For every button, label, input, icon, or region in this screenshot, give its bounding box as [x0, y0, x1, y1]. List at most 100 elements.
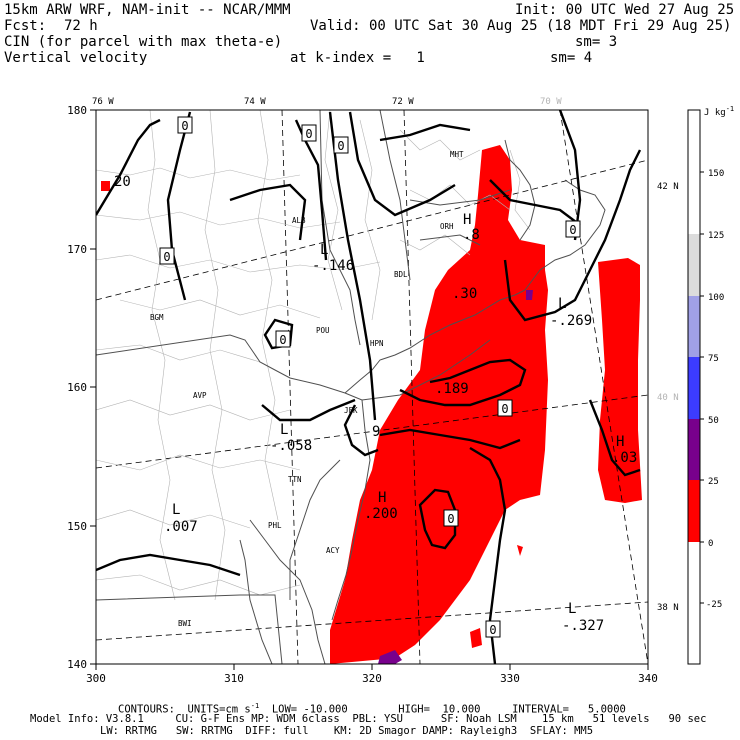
colorbar: J kg-1 150 125 100 75 50 25 0 -25: [687, 105, 734, 665]
station-bdl: BDL: [394, 270, 408, 279]
colorbar-segment: [688, 419, 700, 480]
station-mht: MHT: [450, 150, 464, 159]
y-tick-label: 180: [67, 104, 87, 117]
low-value: .007: [164, 519, 198, 535]
x-axis-labels: 300 310 320 330 340: [86, 672, 658, 685]
x-tick-label: 340: [638, 672, 658, 685]
colorbar-label: 100: [708, 293, 724, 303]
state-boundaries: [96, 110, 606, 664]
svg-text:0: 0: [569, 223, 576, 237]
contour-value: 20: [114, 174, 131, 190]
zero-label-box: 0: [485, 620, 501, 638]
svg-text:0: 0: [337, 139, 344, 153]
low-marker: L: [320, 242, 328, 258]
zero-label-box: 0: [301, 124, 317, 142]
forecast-label: Fcst:: [4, 18, 47, 34]
y-axis-labels: 180 170 160 150 140: [67, 104, 87, 671]
low-value: -.058: [270, 438, 312, 454]
station-hpn: HPN: [370, 339, 384, 348]
valid-time: Valid: 00 UTC Sat 30 Aug 25 (18 MDT Fri …: [310, 18, 732, 34]
colorbar-segment: [688, 172, 700, 234]
high-value: .03: [612, 450, 637, 466]
cin-shading-small-2: [517, 545, 523, 556]
init-time: Init: 00 UTC Wed 27 Aug 25: [515, 2, 735, 18]
svg-text:0: 0: [181, 119, 188, 133]
lat-labels: 42 N 40 N 38 N: [657, 182, 679, 613]
station-orh: ORH: [440, 222, 454, 231]
low-value: -.269: [550, 313, 592, 329]
station-avp: AVP: [193, 391, 207, 400]
zero-label-box: 0: [159, 247, 175, 265]
zero-label-box: 0: [275, 330, 291, 348]
low-value: -.327: [562, 618, 604, 634]
svg-text:0: 0: [163, 250, 170, 264]
cin-shading-purple-1: [526, 290, 533, 300]
zero-label-box: 0: [565, 220, 581, 238]
y-tick-label: 160: [67, 381, 87, 394]
smoothing-1: sm= 3: [575, 34, 618, 50]
station-pou: POU: [316, 326, 330, 335]
colorbar-segment: [688, 110, 700, 172]
lon-label: 70 W: [540, 97, 562, 107]
x-tick-label: 300: [86, 672, 106, 685]
station-ttn: TTN: [288, 475, 302, 484]
low-marker: L: [280, 422, 288, 438]
colorbar-segment: [688, 480, 700, 542]
lat-label: 38 N: [657, 603, 679, 613]
colorbar-label: -25: [706, 600, 722, 610]
contour-value: 9: [372, 424, 380, 440]
zero-label-box: 0: [443, 509, 459, 527]
cin-shading-small-3: [101, 181, 110, 191]
colorbar-labels: 150 125 100 75 50 25 0 -25: [706, 169, 724, 610]
station-bwi: BWI: [178, 619, 192, 628]
zero-label-box: 0: [497, 399, 513, 417]
model-title: 15km ARW WRF, NAM-init -- NCAR/MMM: [4, 2, 291, 18]
contour-info: CONTOURS: UNITS=cm s-1 LOW= -10.000 HIGH…: [118, 702, 626, 716]
station-alb: ALB: [292, 216, 306, 225]
x-tick-label: 320: [362, 672, 382, 685]
contour-labels: 0 0 0 0 0 0 0 0 0 L -.146 L -.058 L .007…: [114, 116, 637, 638]
cin-shading-small-1: [470, 628, 482, 648]
map-plot-area: 0 0 0 0 0 0 0 0 0 L -.146 L -.058 L .007…: [96, 110, 648, 664]
station-phl: PHL: [268, 521, 282, 530]
colorbar-label: 150: [708, 169, 724, 179]
zero-label-box: 0: [333, 136, 349, 154]
county-boundaries: [96, 110, 531, 601]
colorbar-segment: [688, 542, 700, 603]
field-vv-title: Vertical velocity: [4, 50, 148, 66]
x-tick-label: 310: [224, 672, 244, 685]
svg-text:0: 0: [489, 623, 496, 637]
high-value: .8: [463, 227, 480, 243]
contour-value: .189: [435, 381, 469, 397]
high-value: .200: [364, 506, 398, 522]
colorbar-label: 25: [708, 477, 719, 487]
lon-label: 72 W: [392, 97, 414, 107]
station-bgm: BGM: [150, 313, 164, 322]
vv-contours: [96, 110, 642, 664]
station-acy: ACY: [326, 546, 340, 555]
svg-text:0: 0: [279, 333, 286, 347]
svg-text:0: 0: [501, 402, 508, 416]
y-tick-label: 150: [67, 520, 87, 533]
station-jfk: JFK: [344, 406, 358, 415]
cin-shading-purple-2: [378, 650, 402, 664]
station-labels: MHT ORH ALB BDL BGM POU HPN AVP JFK TTN …: [150, 150, 464, 628]
cin-shading-east: [598, 258, 642, 503]
physics-info: LW: RRTMG SW: RRTMG DIFF: full KM: 2D Sm…: [100, 725, 594, 737]
colorbar-segment: [688, 603, 700, 664]
x-tick-label: 330: [500, 672, 520, 685]
high-marker: H: [378, 490, 386, 506]
lat-label: 40 N: [657, 393, 679, 403]
smoothing-2: sm= 4: [550, 50, 593, 66]
svg-text:0: 0: [447, 512, 454, 526]
high-marker: H: [463, 212, 471, 228]
colorbar-label: 75: [708, 354, 719, 364]
low-value: -.146: [312, 258, 354, 274]
colorbar-label: 50: [708, 416, 719, 426]
latlon-grid: [96, 110, 648, 664]
forecast-hour: 72 h: [64, 18, 98, 34]
lon-labels: 76 W 74 W 72 W 70 W: [92, 97, 562, 107]
svg-text:0: 0: [305, 127, 312, 141]
colorbar-segment: [688, 357, 700, 419]
